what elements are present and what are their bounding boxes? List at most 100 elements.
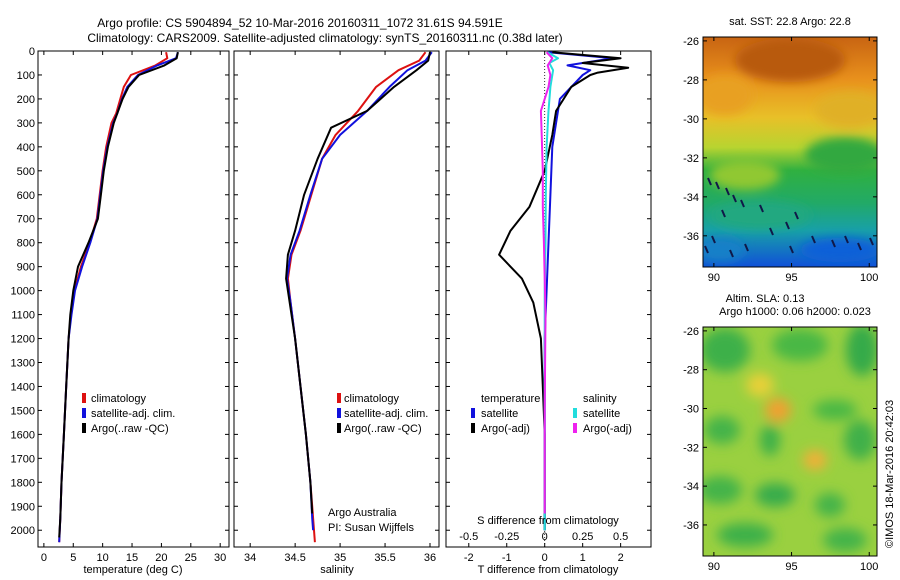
annotation-argo-australia: Argo Australia bbox=[328, 507, 397, 519]
sla-patches bbox=[703, 327, 877, 552]
s-diff-tick-label: 0 bbox=[542, 531, 548, 543]
sst-patch-g bbox=[703, 238, 745, 262]
temperature-xlabel: temperature (deg C) bbox=[83, 564, 182, 576]
difference-top-axis-label: S difference from climatology bbox=[477, 515, 619, 527]
legend-swatch-satellite bbox=[82, 408, 86, 418]
salinity-xlabel: salinity bbox=[320, 564, 354, 576]
x-tick-label: 25 bbox=[185, 552, 197, 564]
series-line-satellite-adj-clim bbox=[58, 51, 179, 543]
x-tick-label: 0 bbox=[542, 552, 548, 564]
sla-patch-7 bbox=[704, 416, 740, 444]
map-y-tick-label: -36 bbox=[683, 231, 699, 243]
legend-swatch-argo bbox=[82, 423, 86, 433]
depth-tick-label: 1900 bbox=[11, 501, 35, 513]
depth-tick-label: 1100 bbox=[11, 310, 35, 322]
diff-legend-swatch-temp-satellite bbox=[471, 408, 475, 418]
temperature-axes-frame bbox=[37, 50, 230, 548]
sla-map-ticks: 90 95 100 -26 -28 -30 -32 -34 -36 bbox=[683, 326, 878, 573]
sst-patch-e bbox=[710, 201, 810, 229]
depth-tick-label: 900 bbox=[17, 262, 35, 274]
sal-legend-swatch-argo bbox=[337, 423, 341, 433]
cloud-streak bbox=[844, 235, 849, 244]
x-tick-label: 20 bbox=[155, 552, 167, 564]
depth-tick-label: 1200 bbox=[11, 334, 35, 346]
temperature-x-ticks: 0 5 10 15 20 25 30 bbox=[41, 51, 226, 564]
cloud-streak bbox=[740, 199, 745, 208]
sst-patch-f bbox=[800, 238, 877, 262]
sla-patch-6 bbox=[813, 400, 857, 420]
cloud-streak bbox=[811, 235, 816, 244]
difference-axes-frame bbox=[445, 50, 652, 548]
depth-tick-label: 1500 bbox=[11, 405, 35, 417]
cloud-streak bbox=[711, 235, 716, 244]
cloud-streak bbox=[857, 242, 862, 251]
sal-legend-label-climatology: climatology bbox=[344, 393, 400, 405]
sla-map-title-line2: Argo h1000: 0.06 h2000: 0.023 bbox=[719, 306, 871, 318]
x-tick-label: -1 bbox=[502, 552, 512, 564]
map-x-tick-label: 95 bbox=[785, 272, 797, 284]
sal-legend-label-argo: Argo(..raw -QC) bbox=[344, 423, 422, 435]
map-x-tick-label: 95 bbox=[785, 561, 797, 573]
sal-legend-swatch-satellite bbox=[337, 408, 341, 418]
salinity-difference-ticks: -0.5 -0.25 0 0.25 0.5 bbox=[459, 531, 628, 543]
diff-legend-label-temp-satellite: satellite bbox=[481, 408, 518, 420]
difference-depth-ticks bbox=[446, 50, 651, 531]
sla-patch-11 bbox=[703, 476, 742, 504]
legend-heading-salinity: salinity bbox=[583, 393, 617, 405]
series-line-salinity-argo-adj bbox=[539, 51, 554, 514]
depth-tick-label: 1000 bbox=[11, 286, 35, 298]
sla-map-frame bbox=[702, 326, 878, 557]
cloud-streak bbox=[732, 194, 737, 203]
sst-warm-patch bbox=[735, 38, 845, 82]
temperature-series bbox=[58, 51, 179, 543]
salinity-series bbox=[285, 51, 433, 543]
map-y-tick-label: -32 bbox=[683, 442, 699, 454]
depth-tick-label: 1600 bbox=[11, 429, 35, 441]
cloud-streak bbox=[721, 209, 726, 218]
legend-label-climatology: climatology bbox=[91, 393, 147, 405]
x-tick-label: 15 bbox=[126, 552, 138, 564]
legend-swatch-climatology bbox=[82, 393, 86, 403]
sst-patch-d bbox=[710, 160, 780, 190]
sst-map-ticks: 90 95 100 -26 -28 -30 -32 -34 -36 bbox=[683, 36, 878, 284]
sla-patch-9 bbox=[844, 420, 876, 460]
cloud-streak bbox=[704, 245, 709, 254]
map-y-tick-label: -28 bbox=[683, 365, 699, 377]
difference-legend: temperature satellite Argo(-adj) salinit… bbox=[471, 393, 632, 435]
sla-patch-1 bbox=[703, 328, 750, 372]
sla-patch-14 bbox=[717, 523, 773, 547]
sst-map-title: sat. SST: 22.8 Argo: 22.8 bbox=[729, 16, 851, 28]
sla-patch-4 bbox=[746, 373, 774, 397]
depth-tick-label: 1700 bbox=[11, 453, 35, 465]
legend-label-satellite: satellite-adj. clim. bbox=[91, 408, 175, 420]
x-tick-label: 34 bbox=[244, 552, 256, 564]
sla-patch-12 bbox=[755, 483, 795, 507]
sal-legend-swatch-climatology bbox=[337, 393, 341, 403]
salinity-axes-frame bbox=[233, 50, 440, 548]
depth-tick-label: 1400 bbox=[11, 381, 35, 393]
sla-patch-8 bbox=[760, 424, 780, 456]
sal-legend-label-satellite: satellite-adj. clim. bbox=[344, 408, 428, 420]
sst-map-panel: sat. SST: 22.8 Argo: 22.8 90 95 100 -26 -28 -… bbox=[683, 16, 878, 284]
depth-tick-label: 2000 bbox=[11, 525, 35, 537]
x-tick-label: 5 bbox=[70, 552, 76, 564]
map-x-tick-label: 90 bbox=[708, 561, 720, 573]
sst-cloud-streaks bbox=[704, 177, 874, 258]
map-y-tick-label: -34 bbox=[683, 192, 699, 204]
annotation-pi-name: PI: Susan Wijffels bbox=[328, 522, 414, 534]
diff-legend-label-sal-argo: Argo(-adj) bbox=[583, 423, 632, 435]
depth-tick-label: 700 bbox=[17, 214, 35, 226]
map-x-tick-label: 90 bbox=[708, 272, 720, 284]
map-y-tick-label: -26 bbox=[683, 36, 699, 48]
salinity-depth-ticks bbox=[234, 50, 439, 531]
imos-credit: ©IMOS 18-Mar-2016 20:42:03 bbox=[884, 400, 896, 548]
cloud-streak bbox=[707, 177, 712, 186]
map-y-tick-label: -36 bbox=[683, 520, 699, 532]
x-tick-label: 0 bbox=[41, 552, 47, 564]
salinity-panel: 34 34.5 35 35.5 36 salinity climatology sate… bbox=[233, 50, 440, 576]
s-diff-tick-label: 0.25 bbox=[572, 531, 593, 543]
map-x-tick-label: 100 bbox=[860, 561, 878, 573]
difference-xlabel: T difference from climatology bbox=[478, 564, 619, 576]
difference-series bbox=[498, 51, 630, 531]
sla-patch-15 bbox=[823, 528, 867, 552]
